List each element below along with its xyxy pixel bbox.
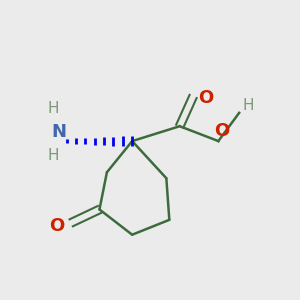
Text: O: O xyxy=(214,122,229,140)
Text: N: N xyxy=(52,123,67,141)
Text: H: H xyxy=(48,101,59,116)
Text: O: O xyxy=(49,217,64,235)
Text: H: H xyxy=(242,98,254,113)
Text: H: H xyxy=(48,148,59,164)
Text: O: O xyxy=(198,89,213,107)
